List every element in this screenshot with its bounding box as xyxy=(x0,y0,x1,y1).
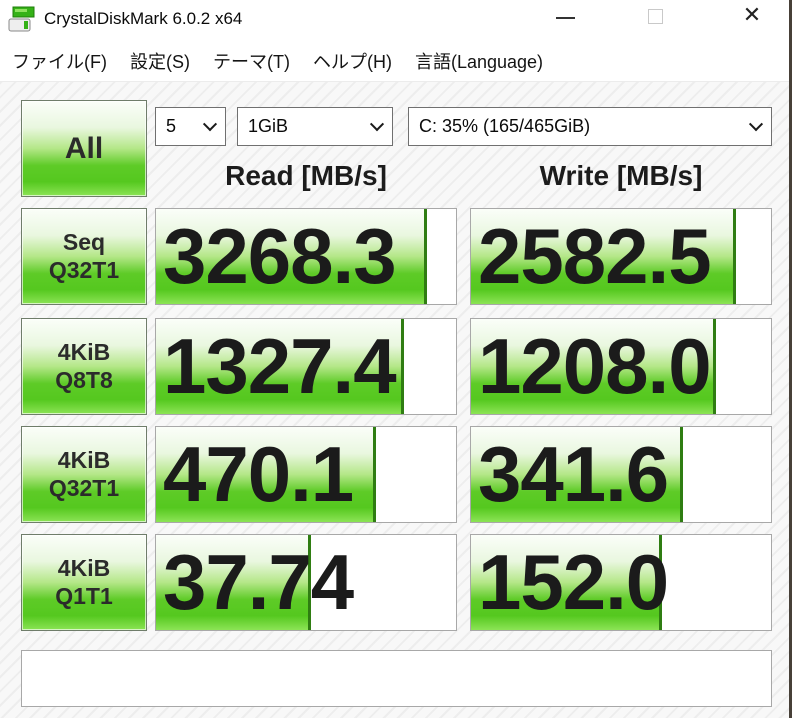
result-bar xyxy=(471,209,736,304)
write-column-header: Write [MB/s] xyxy=(539,160,703,191)
test-label-line1: 4KiB xyxy=(57,338,111,365)
test-button-4kib-q8t8[interactable]: 4KiB Q8T8 xyxy=(21,318,147,415)
menu-item-theme[interactable]: テーマ(T) xyxy=(212,51,290,72)
menu-item-language[interactable]: 言語(Language) xyxy=(414,51,544,72)
app-icon xyxy=(8,6,35,32)
result-bar xyxy=(156,427,377,522)
test-label-line2: Q32T1 xyxy=(48,474,120,501)
result-value: 341.6 xyxy=(478,430,669,518)
result-bar xyxy=(156,209,427,304)
chevron-down-icon xyxy=(369,116,385,131)
test-size-value: 1GiB xyxy=(248,116,289,136)
result-cell-seq-q32t1-write: 2582.5 xyxy=(470,208,772,305)
test-size-select[interactable]: 1GiB xyxy=(237,107,393,146)
result-bar xyxy=(471,427,684,522)
result-bar xyxy=(156,535,311,630)
result-cell-4kib-q32t1-read: 470.1 xyxy=(155,426,457,523)
test-label-line2: Q1T1 xyxy=(55,582,113,609)
test-button-4kib-q32t1[interactable]: 4KiB Q32T1 xyxy=(21,426,147,523)
test-label-line1: 4KiB xyxy=(57,554,111,581)
test-count-select[interactable]: 5 xyxy=(155,107,226,146)
minimize-button[interactable] xyxy=(556,17,575,19)
menu-item-file[interactable]: ファイル(F) xyxy=(12,51,107,72)
result-cell-4kib-q1t1-write: 152.0 xyxy=(470,534,772,631)
comment-input[interactable] xyxy=(21,650,772,707)
result-value: 470.1 xyxy=(163,430,354,518)
result-bar xyxy=(156,319,404,414)
result-value: 1208.0 xyxy=(478,322,712,410)
all-test-button[interactable]: All xyxy=(21,100,147,197)
menu-bar: ファイル(F) 設定(S) テーマ(T) ヘルプ(H) 言語(Language) xyxy=(0,40,790,82)
chevron-down-icon xyxy=(202,116,218,131)
result-value: 37.74 xyxy=(163,538,354,626)
title-bar: CrystalDiskMark 6.0.2 x64 ✕ xyxy=(0,0,790,40)
read-column-header: Read [MB/s] xyxy=(225,160,387,191)
client-area: All 5 1GiB C: 35% (165/465GiB) Read [MB/… xyxy=(0,82,790,718)
result-bar xyxy=(471,535,662,630)
close-button[interactable]: ✕ xyxy=(742,2,762,27)
result-cell-4kib-q32t1-write: 341.6 xyxy=(470,426,772,523)
test-button-seq-q32t1[interactable]: Seq Q32T1 xyxy=(21,208,147,305)
result-bar xyxy=(471,319,716,414)
test-label-line2: Q8T8 xyxy=(55,366,113,393)
window-right-border xyxy=(789,0,792,718)
test-label-line1: 4KiB xyxy=(57,446,111,473)
window-title: CrystalDiskMark 6.0.2 x64 xyxy=(44,9,243,28)
result-cell-4kib-q8t8-write: 1208.0 xyxy=(470,318,772,415)
result-cell-4kib-q8t8-read: 1327.4 xyxy=(155,318,457,415)
result-cell-seq-q32t1-read: 3268.3 xyxy=(155,208,457,305)
result-value: 2582.5 xyxy=(478,212,712,300)
menu-item-settings[interactable]: 設定(S) xyxy=(129,51,190,72)
test-label-line2: Q32T1 xyxy=(48,256,120,283)
drive-select[interactable]: C: 35% (165/465GiB) xyxy=(408,107,772,146)
menu-item-help[interactable]: ヘルプ(H) xyxy=(312,51,392,72)
result-value: 1327.4 xyxy=(163,322,397,410)
result-value: 3268.3 xyxy=(163,212,397,300)
drive-value: C: 35% (165/465GiB) xyxy=(419,116,591,136)
result-value: 152.0 xyxy=(478,538,669,626)
maximize-button[interactable] xyxy=(648,9,663,24)
test-label-line1: Seq xyxy=(62,228,106,255)
test-button-4kib-q1t1[interactable]: 4KiB Q1T1 xyxy=(21,534,147,631)
test-count-value: 5 xyxy=(166,116,177,136)
result-cell-4kib-q1t1-read: 37.74 xyxy=(155,534,457,631)
chevron-down-icon xyxy=(748,116,764,131)
